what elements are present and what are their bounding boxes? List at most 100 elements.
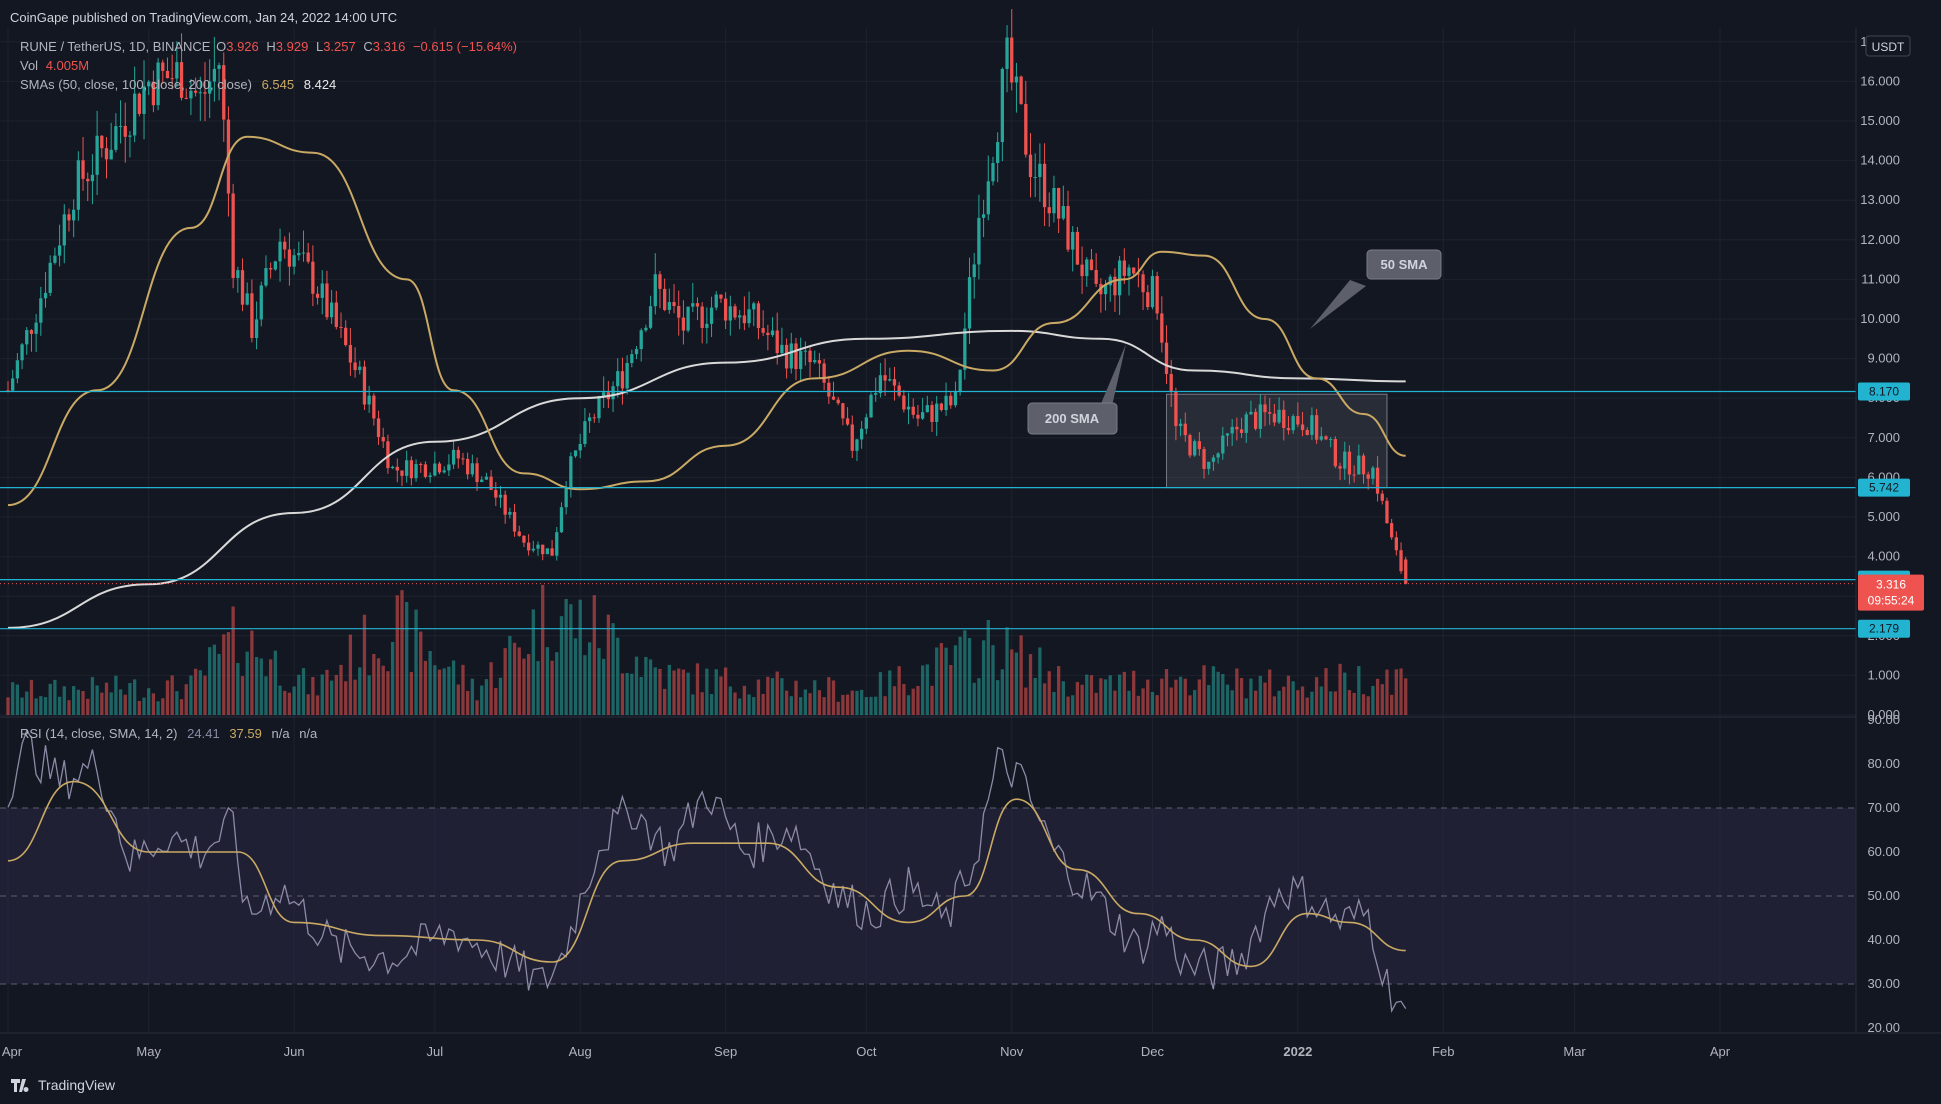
- candle[interactable]: [1253, 408, 1258, 431]
- candle[interactable]: [1127, 264, 1131, 296]
- candle[interactable]: [1305, 427, 1309, 436]
- candle[interactable]: [648, 295, 653, 330]
- candle[interactable]: [1117, 255, 1122, 315]
- candle[interactable]: [808, 347, 812, 377]
- candle[interactable]: [498, 485, 503, 508]
- candle[interactable]: [569, 452, 573, 498]
- candle[interactable]: [981, 199, 986, 237]
- candle[interactable]: [1061, 185, 1065, 221]
- candle[interactable]: [1230, 418, 1234, 446]
- candle[interactable]: [813, 350, 817, 364]
- candle[interactable]: [1174, 387, 1178, 441]
- candle[interactable]: [53, 247, 57, 265]
- candle[interactable]: [339, 312, 343, 338]
- candle[interactable]: [348, 328, 353, 376]
- candle[interactable]: [297, 241, 301, 261]
- candle[interactable]: [1038, 143, 1042, 202]
- sma-200-callout[interactable]: 200 SMA: [1027, 344, 1126, 435]
- candle[interactable]: [545, 548, 550, 555]
- candle[interactable]: [1282, 400, 1286, 441]
- candle[interactable]: [1028, 133, 1033, 198]
- candle[interactable]: [841, 402, 845, 426]
- candle[interactable]: [57, 224, 62, 267]
- candle[interactable]: [25, 327, 29, 355]
- candle[interactable]: [34, 313, 38, 353]
- candle[interactable]: [100, 135, 104, 158]
- candle[interactable]: [1352, 465, 1356, 483]
- candle[interactable]: [419, 462, 423, 473]
- candle[interactable]: [362, 360, 367, 410]
- candle[interactable]: [1155, 271, 1159, 320]
- candle[interactable]: [353, 347, 357, 378]
- candle[interactable]: [1366, 471, 1370, 490]
- candle[interactable]: [939, 402, 944, 412]
- candle[interactable]: [90, 154, 95, 205]
- support-resistance-lines[interactable]: [0, 390, 1856, 630]
- candle[interactable]: [433, 451, 437, 477]
- candle[interactable]: [76, 151, 80, 221]
- candle[interactable]: [198, 76, 202, 121]
- candle[interactable]: [480, 476, 484, 483]
- candle[interactable]: [972, 252, 976, 299]
- candle[interactable]: [231, 183, 235, 289]
- candle[interactable]: [451, 441, 456, 470]
- candle[interactable]: [67, 208, 71, 232]
- candle[interactable]: [1042, 143, 1047, 227]
- candle[interactable]: [81, 137, 85, 191]
- candle[interactable]: [644, 324, 648, 333]
- candle[interactable]: [1000, 67, 1004, 162]
- candle[interactable]: [315, 286, 320, 305]
- candle[interactable]: [20, 342, 24, 370]
- candle[interactable]: [1066, 190, 1070, 253]
- candle[interactable]: [728, 295, 732, 336]
- candle[interactable]: [634, 345, 639, 360]
- candle[interactable]: [794, 337, 798, 381]
- candle[interactable]: [114, 113, 118, 153]
- candle[interactable]: [695, 297, 700, 321]
- candle[interactable]: [559, 502, 564, 534]
- candle[interactable]: [1122, 248, 1126, 284]
- candle[interactable]: [784, 338, 789, 379]
- candle[interactable]: [752, 301, 756, 327]
- candle[interactable]: [925, 395, 929, 413]
- candle[interactable]: [1075, 226, 1080, 265]
- candle[interactable]: [170, 54, 174, 90]
- candle[interactable]: [512, 503, 517, 537]
- candle[interactable]: [414, 459, 418, 482]
- candle[interactable]: [1324, 435, 1328, 441]
- candle[interactable]: [179, 33, 184, 101]
- candle[interactable]: [259, 281, 263, 327]
- candle[interactable]: [466, 452, 470, 480]
- candle[interactable]: [1399, 542, 1403, 574]
- candle[interactable]: [508, 507, 512, 519]
- candle[interactable]: [719, 294, 723, 303]
- candle[interactable]: [799, 337, 803, 382]
- candle[interactable]: [663, 278, 667, 312]
- candle[interactable]: [222, 52, 226, 142]
- candle[interactable]: [43, 272, 48, 308]
- candle[interactable]: [1183, 412, 1187, 442]
- candle[interactable]: [470, 454, 474, 477]
- candle[interactable]: [1056, 187, 1061, 234]
- candle[interactable]: [541, 544, 545, 561]
- candle[interactable]: [1005, 25, 1009, 93]
- candle[interactable]: [128, 131, 132, 158]
- candle[interactable]: [747, 291, 751, 328]
- candle[interactable]: [1329, 436, 1333, 448]
- candle[interactable]: [1380, 490, 1384, 505]
- candle[interactable]: [602, 376, 606, 409]
- rsi-axis[interactable]: 90.00 80.00 70.00 60.00 50.00 40.00 30.00 20.00: [1867, 712, 1900, 1035]
- candle[interactable]: [1291, 414, 1295, 434]
- candle[interactable]: [709, 296, 714, 338]
- candle[interactable]: [1221, 426, 1225, 460]
- candle[interactable]: [1244, 411, 1248, 444]
- candle[interactable]: [15, 353, 20, 384]
- candle[interactable]: [311, 245, 315, 307]
- candle[interactable]: [104, 137, 109, 179]
- candle[interactable]: [269, 262, 273, 279]
- candle[interactable]: [264, 255, 268, 288]
- candle[interactable]: [1263, 395, 1267, 427]
- candle[interactable]: [986, 155, 990, 221]
- candle[interactable]: [522, 535, 526, 548]
- candle[interactable]: [531, 540, 535, 553]
